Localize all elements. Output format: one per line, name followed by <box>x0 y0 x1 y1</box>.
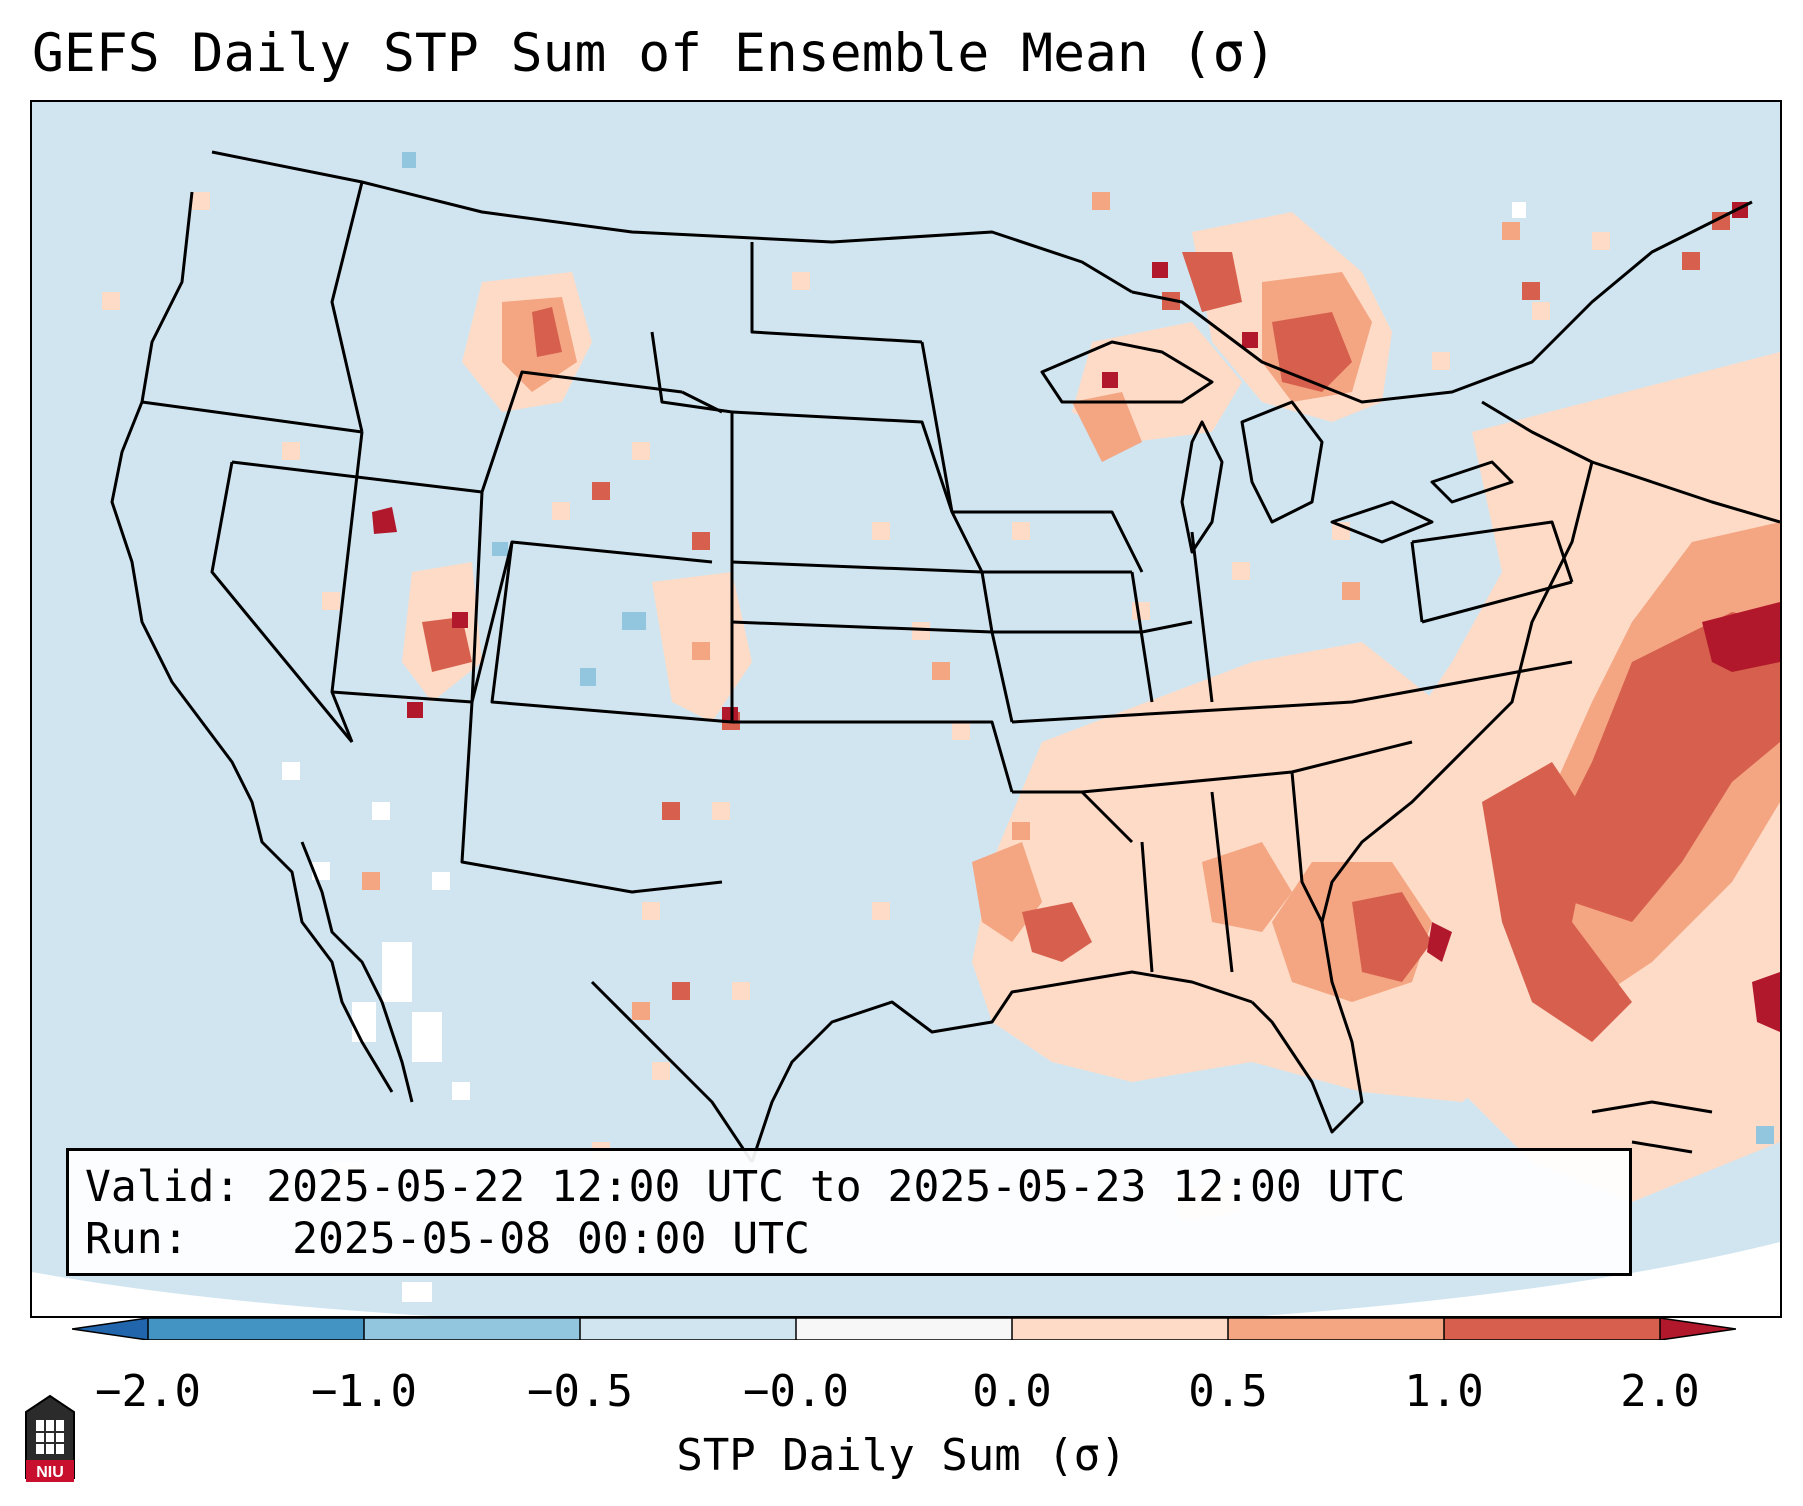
run-value: 2025-05-08 00:00 UTC <box>292 1214 810 1264</box>
colorbar-bin-3 <box>580 1318 797 1340</box>
colorbar <box>72 1318 1736 1340</box>
colorbar-bin-1 <box>148 1318 365 1340</box>
run-label: Run: <box>85 1214 189 1264</box>
colorbar-tick-label: 2.0 <box>1620 1366 1700 1417</box>
map-panel <box>30 100 1782 1318</box>
valid-value: 2025-05-22 12:00 UTC to 2025-05-23 12:00… <box>266 1162 1406 1212</box>
colorbar-bin-5 <box>1012 1318 1229 1340</box>
colorbar-tick-label: 0.0 <box>972 1366 1052 1417</box>
colorbar-bin-4 <box>796 1318 1013 1340</box>
map-title: GEFS Daily STP Sum of Ensemble Mean (σ) <box>32 23 1277 84</box>
colorbar-tick-label: −0.5 <box>527 1366 633 1417</box>
run-line: Run: 2025-05-08 00:00 UTC <box>85 1213 810 1265</box>
colorbar-tick-label: −1.0 <box>311 1366 417 1417</box>
valid-label: Valid: <box>85 1162 241 1212</box>
stp-anomaly-map <box>32 102 1780 1316</box>
niu-logo-icon: NIU <box>25 1394 75 1482</box>
colorbar-label: STP Daily Sum (σ) <box>676 1430 1127 1481</box>
colorbar-tick-label: 0.5 <box>1188 1366 1268 1417</box>
colorbar-bin-8 <box>1660 1318 1736 1340</box>
valid-line: Valid: 2025-05-22 12:00 UTC to 2025-05-2… <box>85 1161 1405 1213</box>
logo-text: NIU <box>36 1464 64 1481</box>
colorbar-tick-label: −2.0 <box>95 1366 201 1417</box>
info-box: Valid: 2025-05-22 12:00 UTC to 2025-05-2… <box>66 1148 1632 1276</box>
colorbar-bin-2 <box>364 1318 581 1340</box>
colorbar-tick-label: −0.0 <box>743 1366 849 1417</box>
colorbar-bin-0 <box>72 1318 148 1340</box>
colorbar-bin-6 <box>1228 1318 1445 1340</box>
colorbar-bin-7 <box>1444 1318 1661 1340</box>
colorbar-tick-label: 1.0 <box>1404 1366 1484 1417</box>
